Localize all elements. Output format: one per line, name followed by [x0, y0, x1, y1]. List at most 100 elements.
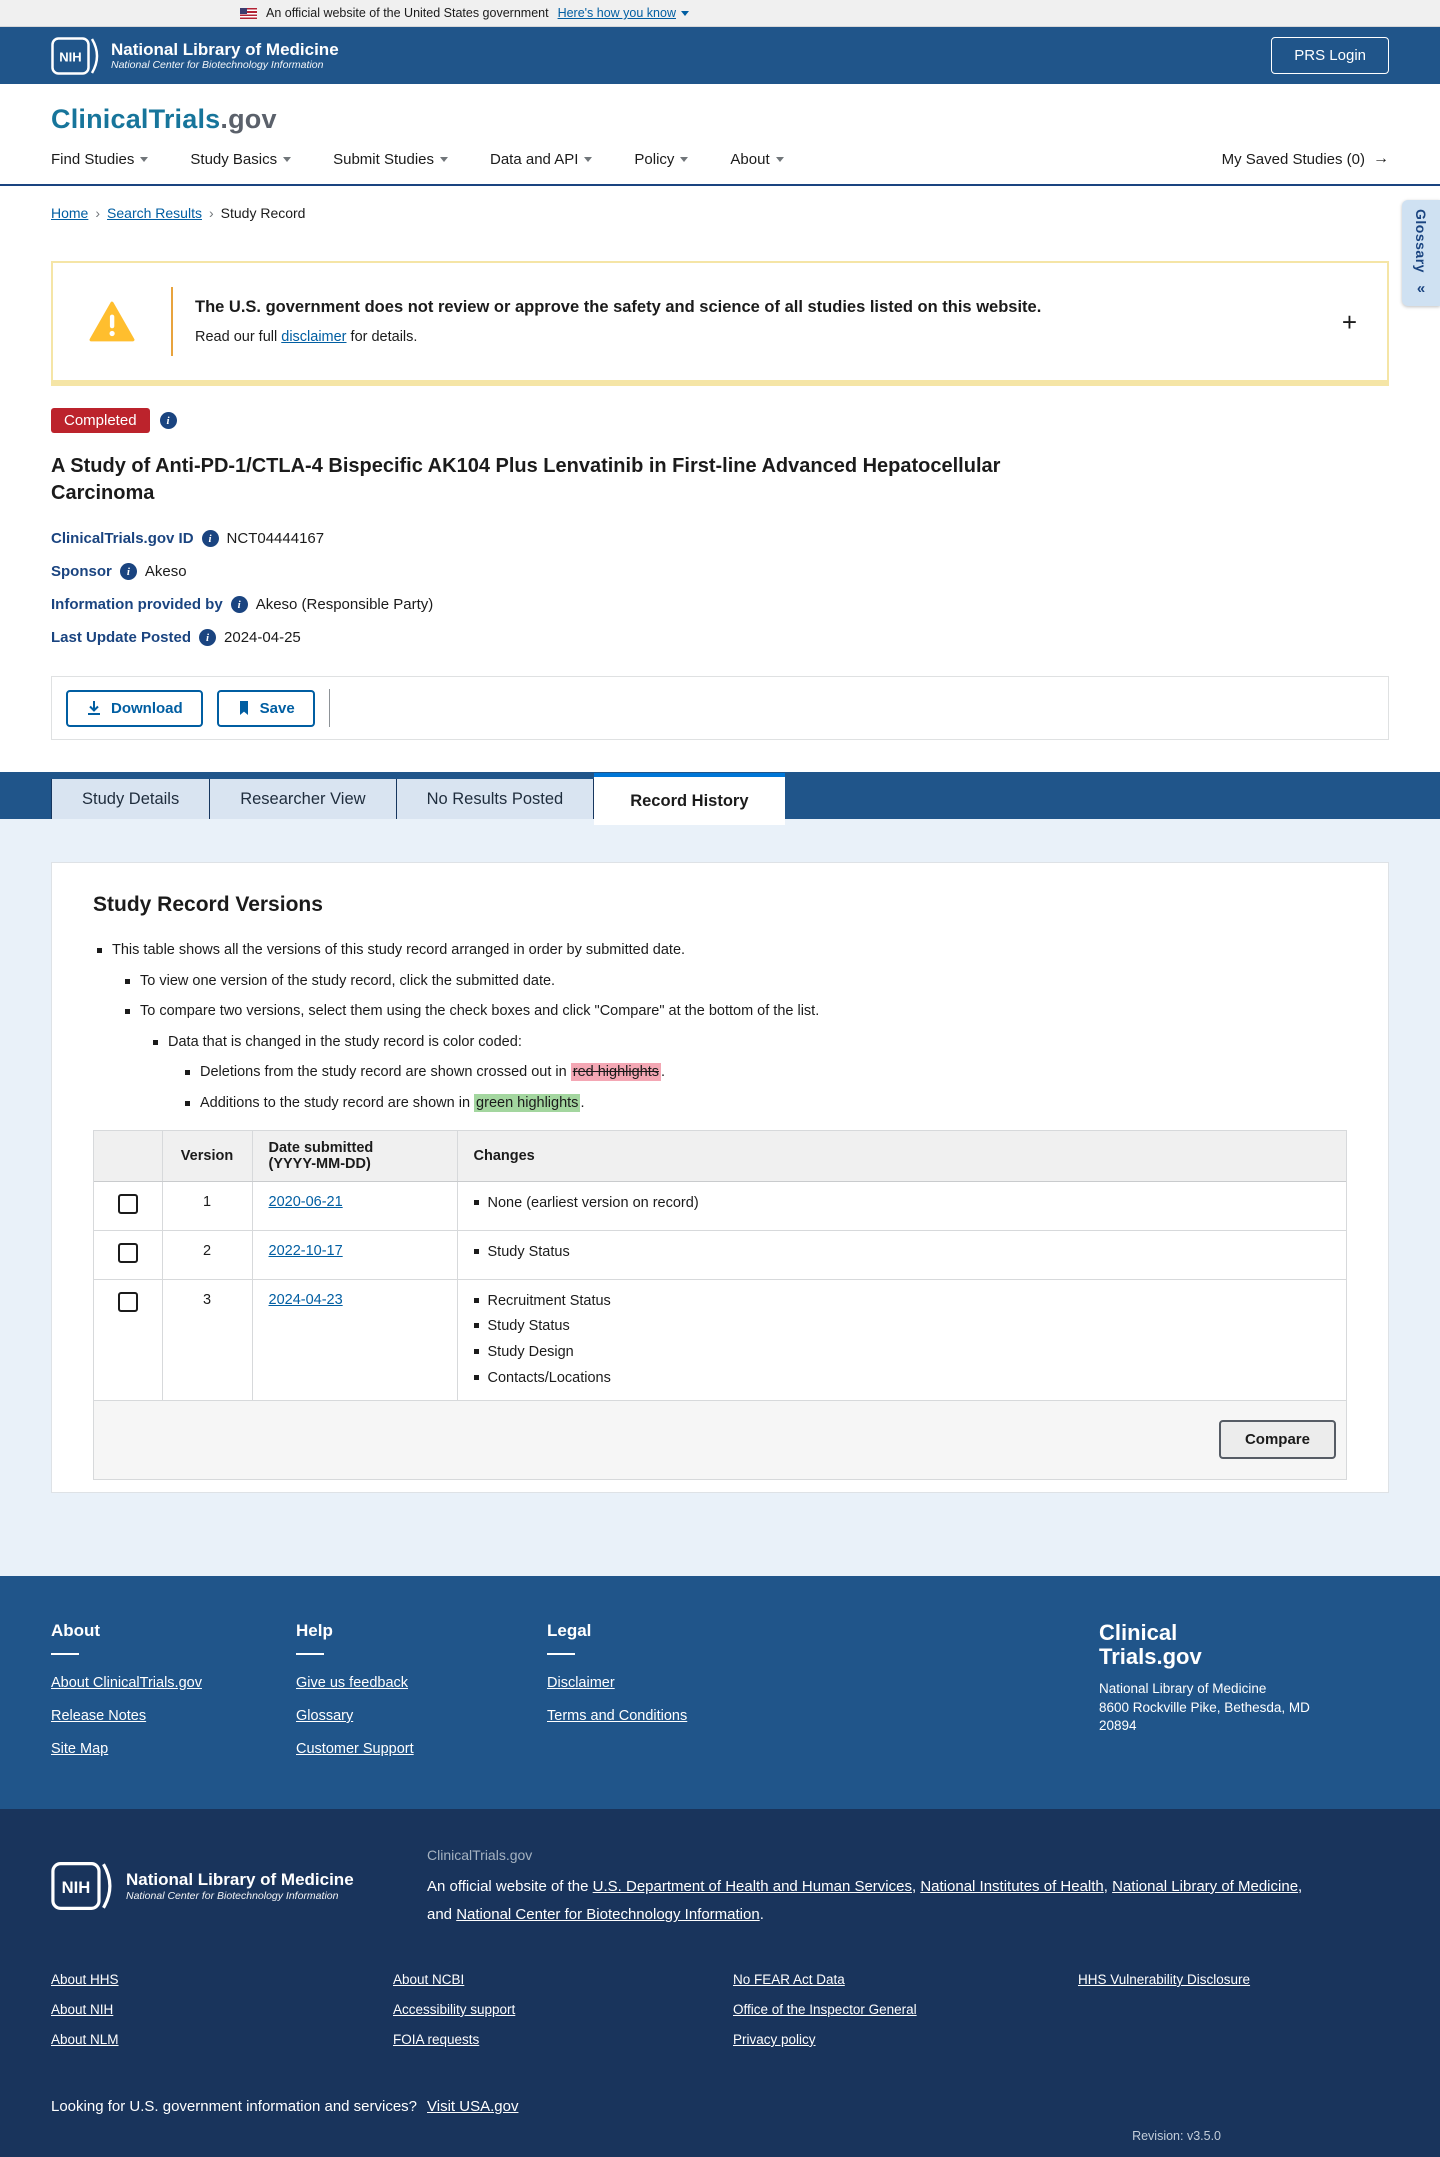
- subfooter-link[interactable]: No FEAR Act Data: [733, 1971, 845, 1987]
- nav-submit-studies[interactable]: Submit Studies: [333, 151, 448, 168]
- footer-link[interactable]: Site Map: [51, 1740, 109, 1757]
- footer-logo-block: Clinical Trials.gov National Library of …: [1099, 1621, 1389, 1774]
- usa-gov-row: Looking for U.S. government information …: [51, 2097, 519, 2115]
- nlm-link[interactable]: National Library of Medicine: [1112, 1877, 1299, 1895]
- chevron-down-icon: [681, 10, 689, 16]
- revision-label: Revision: v3.5.0: [1132, 2128, 1221, 2143]
- glossary-side-tab[interactable]: Glossary «: [1402, 200, 1440, 306]
- disclaimer-link[interactable]: disclaimer: [281, 329, 347, 345]
- meta-row-sponsor: Sponsor i Akeso: [51, 563, 187, 581]
- footer-link[interactable]: Release Notes: [51, 1707, 147, 1724]
- info-icon[interactable]: i: [230, 596, 248, 614]
- subfooter-link[interactable]: HHS Vulnerability Disclosure: [1078, 1971, 1251, 1987]
- version-date-link[interactable]: 2022-10-17: [268, 1242, 343, 1259]
- subfooter-links: About HHS About NIH About NLM About NCBI Ac…: [51, 1972, 1389, 2062]
- breadcrumb: Home › Search Results › Study Record: [51, 205, 306, 221]
- info-icon[interactable]: i: [199, 629, 217, 647]
- info-icon[interactable]: i: [201, 530, 219, 548]
- version-checkbox[interactable]: [117, 1242, 138, 1263]
- nih-logo-icon: NIH: [51, 1861, 112, 1910]
- change-item: None (earliest version on record): [473, 1194, 1331, 1213]
- version-checkbox[interactable]: [117, 1193, 138, 1214]
- official-website-text: An official website of the United States…: [266, 6, 549, 20]
- nih-link[interactable]: National Institutes of Health: [920, 1877, 1104, 1895]
- footer-link[interactable]: Glossary: [296, 1707, 354, 1724]
- instruction-item: Data that is changed in the study record…: [153, 1033, 1347, 1053]
- heres-how-you-know-link[interactable]: Here's how you know: [558, 6, 689, 20]
- government-disclaimer-banner: The U.S. government does not review or a…: [51, 261, 1389, 386]
- prs-login-button[interactable]: PRS Login: [1271, 37, 1389, 74]
- download-button[interactable]: Download: [66, 689, 203, 727]
- change-item: Contacts/Locations: [473, 1369, 1331, 1388]
- breadcrumb-home[interactable]: Home: [51, 205, 89, 221]
- warning-triangle-icon: [89, 301, 135, 341]
- footer-link[interactable]: About ClinicalTrials.gov: [51, 1674, 202, 1691]
- tab-researcher-view[interactable]: Researcher View: [210, 779, 397, 820]
- red-highlight-sample: red highlights: [570, 1063, 661, 1082]
- tab-record-history[interactable]: Record History: [594, 773, 785, 826]
- meta-row-nct-id: ClinicalTrials.gov ID i NCT04444167: [51, 530, 325, 548]
- footer-link[interactable]: Customer Support: [296, 1740, 414, 1757]
- nih-header: NIH National Library of Medicine Nationa…: [0, 27, 1440, 84]
- subfooter-link[interactable]: About HHS: [51, 1971, 119, 1987]
- nav-study-basics[interactable]: Study Basics: [190, 151, 292, 168]
- save-button[interactable]: Save: [216, 689, 315, 727]
- chevron-down-icon: [775, 156, 784, 162]
- footer-help-column: Help Give us feedback Glossary Customer Su…: [296, 1620, 414, 1757]
- hhs-link[interactable]: U.S. Department of Health and Human Serv…: [592, 1877, 912, 1895]
- subfooter-link[interactable]: About NLM: [51, 2031, 119, 2047]
- org-name: National Library of Medicine: [126, 1870, 354, 1890]
- disclaimer-body: Read our full disclaimer for details.: [195, 329, 418, 345]
- breadcrumb-search-results[interactable]: Search Results: [107, 205, 202, 221]
- nav-about[interactable]: About: [730, 151, 784, 168]
- change-item: Recruitment Status: [473, 1292, 1331, 1311]
- nav-find-studies[interactable]: Find Studies: [51, 151, 149, 168]
- subfooter-link[interactable]: Privacy policy: [733, 2031, 816, 2047]
- nav-data-and-api[interactable]: Data and API: [490, 151, 593, 168]
- change-item: Study Design: [473, 1343, 1331, 1362]
- instruction-item: To view one version of the study record,…: [125, 972, 1347, 992]
- nlm-logo[interactable]: NIH National Library of Medicine Nationa…: [51, 1861, 427, 1911]
- chevron-down-icon: [584, 156, 593, 162]
- plus-icon[interactable]: +: [1341, 306, 1357, 337]
- chevron-down-icon: [283, 156, 292, 162]
- subfooter-link[interactable]: About NCBI: [393, 1971, 465, 1987]
- changes-list: None (earliest version on record): [473, 1194, 1331, 1213]
- info-icon[interactable]: i: [119, 563, 137, 581]
- subfooter-link[interactable]: About NIH: [51, 2001, 114, 2017]
- collapse-chevrons-icon: «: [1416, 280, 1426, 298]
- actions-toolbar: Download Save: [51, 676, 1389, 741]
- tab-no-results-posted[interactable]: No Results Posted: [396, 779, 595, 820]
- version-date-link[interactable]: 2024-04-23: [268, 1291, 343, 1308]
- nlm-logo[interactable]: NIH National Library of Medicine Nationa…: [51, 36, 339, 75]
- status-row: Completed i: [51, 408, 1389, 433]
- divider: [51, 1652, 79, 1655]
- footer-link[interactable]: Terms and Conditions: [547, 1707, 688, 1724]
- clinicaltrials-logo[interactable]: ClinicalTrials.gov: [51, 104, 277, 134]
- green-highlight-sample: green highlights: [474, 1094, 581, 1112]
- meta-row-last-update-posted: Last Update Posted i 2024-04-25: [51, 629, 301, 647]
- instruction-item: This table shows all the versions of thi…: [97, 941, 1347, 961]
- footer-link[interactable]: Give us feedback: [296, 1674, 409, 1691]
- version-checkbox[interactable]: [117, 1291, 138, 1312]
- subfooter-link[interactable]: FOIA requests: [393, 2031, 480, 2047]
- address-line: National Library of Medicine: [1099, 1681, 1267, 1697]
- footer-legal-column: Legal Disclaimer Terms and Conditions: [547, 1620, 688, 1724]
- content-area: Study Record Versions This table shows a…: [0, 819, 1440, 1576]
- subfooter-link[interactable]: Office of the Inspector General: [733, 2001, 917, 2017]
- compare-button[interactable]: Compare: [1218, 1420, 1336, 1460]
- visit-usa-gov-link[interactable]: Visit USA.gov: [427, 2097, 519, 2115]
- info-icon[interactable]: i: [159, 412, 177, 429]
- footer-link[interactable]: Disclaimer: [547, 1674, 615, 1691]
- divider: [547, 1652, 575, 1655]
- ncbi-link[interactable]: National Center for Biotechnology Inform…: [456, 1906, 760, 1924]
- version-date-link[interactable]: 2020-06-21: [268, 1193, 343, 1210]
- page-title: A Study of Anti-PD-1/CTLA-4 Bispecific A…: [51, 455, 1001, 504]
- my-saved-studies-link[interactable]: My Saved Studies (0) →: [1221, 150, 1389, 168]
- site-header: ClinicalTrials.gov Find Studies Study Ba…: [0, 84, 1440, 186]
- instruction-item-additions: Additions to the study record are shown …: [185, 1094, 1347, 1114]
- nav-policy[interactable]: Policy: [634, 151, 689, 168]
- tab-study-details[interactable]: Study Details: [51, 779, 211, 820]
- subfooter-link[interactable]: Accessibility support: [393, 2001, 516, 2017]
- org-subtitle: National Center for Biotechnology Inform…: [111, 59, 324, 72]
